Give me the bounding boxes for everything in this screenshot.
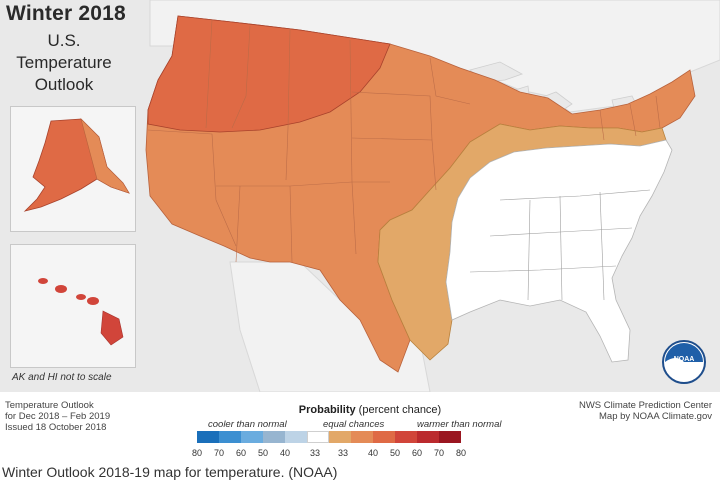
legend-tick: 50 [257,448,269,458]
legend-color-bar [197,431,461,443]
credit-map: Map by NOAA Climate.gov [599,411,712,422]
region-equal-chances [445,139,673,363]
legend-equal-label: equal chances [323,419,385,430]
map-title: Winter 2018 [6,2,126,25]
alaska-map [23,117,130,212]
state-lines-east [469,189,651,301]
region-50-60 [147,15,391,133]
legend-swatch [417,431,439,443]
subtitle-line-us: U.S. [47,31,81,50]
legend-swatch [351,431,373,443]
legend-tick: 33 [337,448,349,458]
legend-ticks: 80 70 60 50 40 33 33 40 50 60 70 80 [192,448,527,460]
legend-tick: 60 [235,448,247,458]
legend-swatch [329,431,351,443]
note-issued: Issued 18 October 2018 [5,422,107,433]
note-period: for Dec 2018 – Feb 2019 [5,411,111,422]
legend-tick: 80 [455,448,467,458]
legend-swatch [285,431,307,443]
map-panel: Winter 2018 U.S. Temperature Outlook AK … [0,0,720,392]
legend-swatch [307,431,329,443]
credits: NWS Climate Prediction Center Map by NOA… [579,400,712,422]
credit-source: NWS Climate Prediction Center [578,400,712,411]
subtitle-line-outlook: Outlook [34,75,94,94]
hawaii-inset [10,244,136,368]
legend-swatch [395,431,417,443]
state-lines [147,19,661,263]
legend-tick: 50 [389,448,401,458]
subtitle-line-temperature: Temperature [16,53,112,72]
legend-tick: 70 [433,448,445,458]
hawaii-map [38,278,124,346]
legend-swatch [241,431,263,443]
map-subtitle: U.S. Temperature Outlook [14,30,114,96]
legend-tick: 70 [213,448,225,458]
scale-note: AK and HI not to scale [12,372,112,383]
legend-swatch [197,431,219,443]
legend-warmer-label: warmer than normal [417,419,502,430]
legend-tick: 40 [279,448,291,458]
legend-tick: 33 [309,448,321,458]
alaska-inset [10,106,136,232]
outlook-notes: Temperature Outlook for Dec 2018 – Feb 2… [5,400,110,433]
legend-swatch [263,431,285,443]
noaa-logo-text: NOAA [674,356,695,363]
legend-title-rest: (percent chance) [358,404,442,416]
note-outlook-name: Temperature Outlook [5,400,94,411]
legend-tick: 60 [411,448,423,458]
legend-swatch [373,431,395,443]
image-caption: Winter Outlook 2018-19 map for temperatu… [2,464,338,480]
legend-cooler-label: cooler than normal [208,419,287,430]
legend-title: Probability (percent chance) [260,404,480,416]
legend-title-bold: Probability [298,404,356,416]
legend-tick: 40 [367,448,379,458]
legend-tick: 80 [191,448,203,458]
noaa-logo-icon: NOAA [662,340,706,384]
legend-swatch [439,431,461,443]
legend-swatch [219,431,241,443]
